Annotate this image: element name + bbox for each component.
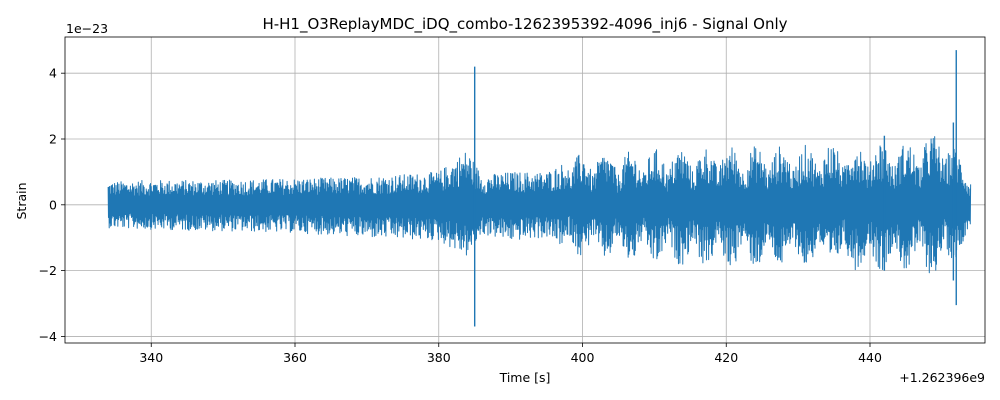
x-tick-label: 400 [571, 350, 595, 365]
chart-title: H-H1_O3ReplayMDC_iDQ_combo-1262395392-40… [262, 15, 787, 34]
x-tick-label: 340 [139, 350, 163, 365]
x-tick-label: 380 [427, 350, 451, 365]
y-tick-label: 0 [49, 197, 57, 212]
y-axis-ticks: −4 −2 0 2 4 [39, 66, 65, 344]
y-tick-label: 2 [49, 132, 57, 147]
signal-series [107, 50, 972, 327]
y-tick-label: −2 [39, 263, 57, 278]
x-axis-ticks: 340 360 380 400 420 440 [139, 343, 882, 365]
y-tick-label: 4 [49, 66, 57, 81]
y-axis-label: Strain [14, 182, 29, 219]
x-tick-label: 440 [858, 350, 882, 365]
y-scale-label: 1e−23 [66, 21, 108, 36]
x-axis-label: Time [s] [499, 370, 551, 385]
x-offset-label: +1.262396e9 [899, 370, 985, 385]
signal-line [107, 136, 972, 274]
y-tick-label: −4 [39, 329, 57, 344]
x-tick-label: 420 [714, 350, 738, 365]
x-tick-label: 360 [283, 350, 307, 365]
plot-frame [64, 36, 986, 344]
